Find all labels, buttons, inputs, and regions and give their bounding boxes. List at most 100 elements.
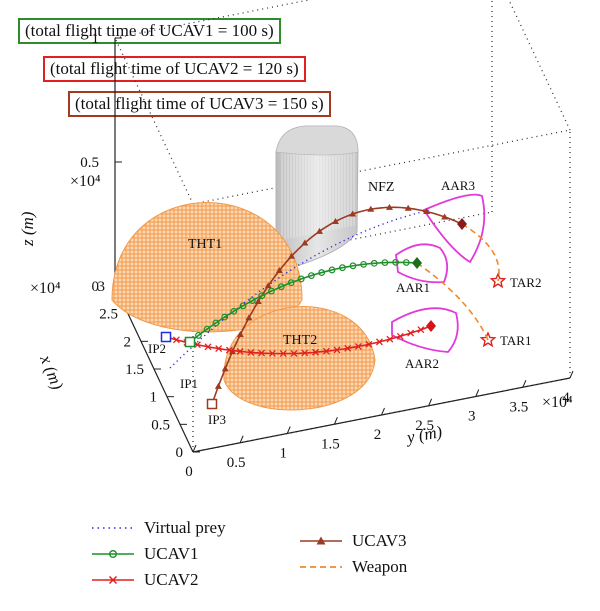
ucav3-marker: [367, 205, 375, 212]
ucav3-marker: [441, 213, 449, 220]
legend-label: Virtual prey: [144, 518, 226, 537]
y-tick-label: 0.5: [227, 455, 246, 471]
ucav2-marker: [193, 341, 201, 349]
x-axis-title: x (m): [36, 351, 67, 392]
ucav1-marker: [402, 259, 410, 266]
ucav1-flight-time-note: (total flight time of UCAV1 = 100 s): [18, 18, 281, 44]
y-tick-label: 2.5: [415, 418, 434, 434]
threat-2-surface: [223, 306, 376, 411]
ucav2-marker: [247, 348, 255, 356]
scene-objects: NFZ THT1 THT2 AAR3 AAR1 AAR2 TAR2 TAR1: [111, 125, 541, 411]
nfz-top: [275, 125, 359, 156]
ucav2-flight-time-note: (total flight time of UCAV2 = 120 s): [43, 56, 306, 82]
ucav1-marker: [212, 319, 220, 327]
target-1-label: TAR1: [500, 333, 531, 348]
ucav3-marker: [301, 239, 309, 246]
aar-zone: [422, 193, 486, 264]
y-tick-label: 0: [185, 464, 193, 480]
ucav3-flight-time-note: (total flight time of UCAV3 = 150 s): [68, 91, 331, 117]
threat-1-label: THT1: [188, 237, 222, 252]
ucav2-marker: [258, 349, 266, 357]
ucav3-marker: [331, 217, 339, 224]
ucav1-marker: [360, 260, 367, 268]
ucav1-marker: [392, 258, 400, 266]
legend-label: UCAV3: [352, 531, 407, 550]
ucav1-marker: [248, 297, 256, 305]
y-multiplier: ×10⁴: [542, 394, 573, 411]
ucav2-marker: [172, 336, 180, 344]
ucav1-marker: [230, 307, 238, 315]
x-tick-label: 0.5: [151, 417, 170, 433]
end-diamond: [412, 257, 422, 269]
ucav3-marker: [423, 208, 431, 215]
z-axis-title: z (m): [18, 211, 37, 247]
ucav2-marker: [365, 340, 373, 348]
ucav2-marker: [344, 344, 352, 352]
initial-point-label: IP1: [180, 376, 198, 391]
ucav1-marker: [381, 259, 389, 267]
ucav2-marker: [290, 349, 298, 357]
legend: Virtual prey UCAV1 UCAV2 UCAV3 Weapon: [0, 512, 600, 607]
legend-virtual-prey: Virtual prey: [90, 518, 226, 538]
ucav1-marker: [339, 264, 346, 272]
ucav2-marker: [279, 350, 287, 358]
y-tick-label: 1.5: [321, 436, 340, 452]
ucav3-marker: [349, 210, 357, 217]
y-tick-label: 4: [562, 390, 570, 406]
ucav2-marker: [333, 346, 341, 354]
initial-point: [160, 331, 172, 343]
x-tick-label: 1: [150, 390, 158, 406]
ucav2-marker: [204, 343, 212, 351]
ucav3-marker: [385, 203, 393, 210]
ucav1-marker: [221, 313, 229, 321]
z-tick-label: 1: [92, 31, 100, 47]
ucav1-marker: [195, 332, 202, 339]
z-multiplier: ×10⁴: [70, 173, 101, 190]
ucav3-marker: [264, 282, 272, 289]
grid-line: [114, 37, 194, 205]
ucav2-marker: [322, 347, 330, 355]
ucav1-marker: [297, 275, 305, 283]
ucav1-marker: [328, 266, 336, 274]
y-tick: [286, 426, 291, 434]
ucav2-marker: [312, 348, 320, 356]
initial-point-label: IP2: [148, 341, 166, 356]
y-tick: [569, 370, 574, 379]
legend-label: Weapon: [352, 557, 408, 576]
ucav2-marker: [375, 338, 383, 346]
end-diamond: [457, 218, 467, 230]
initial-point: [206, 398, 218, 410]
ucav3-marker: [275, 267, 283, 274]
ucav3-marker: [236, 331, 244, 338]
y-tick: [381, 407, 385, 416]
ucav2-marker: [225, 346, 233, 354]
y-tick: [239, 435, 244, 443]
y-tick: [333, 417, 338, 425]
threat-2-dome: [223, 306, 376, 411]
ucav2-marker: [215, 345, 223, 353]
ucav1-marker: [370, 259, 378, 267]
x-tick-label: 3: [98, 279, 106, 295]
ucav2-marker: [268, 350, 276, 357]
x-tick-label: 0: [176, 445, 184, 461]
aar-zone: [395, 243, 449, 284]
ucav3-marker: [404, 204, 412, 211]
ucav1-marker: [318, 269, 326, 276]
y-tick: [192, 444, 197, 453]
legend-label: UCAV1: [144, 544, 199, 563]
y-tick-label: 3.5: [510, 399, 529, 415]
ucav1-marker: [268, 287, 275, 295]
ucav1-marker: [239, 302, 247, 310]
legend-label: UCAV2: [144, 570, 199, 589]
y-tick-label: 2: [374, 427, 382, 443]
grid-line: [192, 129, 571, 205]
end-diamond: [426, 320, 436, 332]
threat-2-label: THT2: [283, 333, 317, 348]
ucav1-marker: [258, 292, 266, 300]
y-tick-label: 3: [468, 409, 476, 425]
y-tick: [475, 389, 480, 397]
ucav1-marker: [307, 272, 315, 279]
grid-line: [114, 211, 493, 287]
ucav3-marker: [287, 252, 295, 259]
z-tick-label: 0.5: [80, 155, 99, 171]
